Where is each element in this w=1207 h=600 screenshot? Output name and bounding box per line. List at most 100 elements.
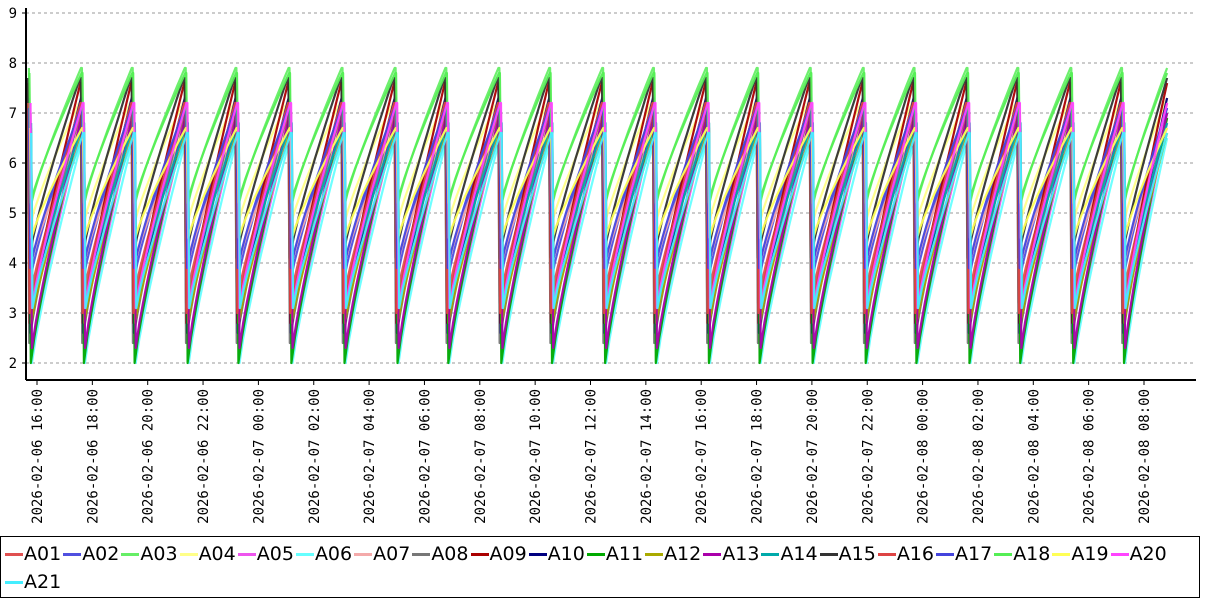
x-axis-ticks: 2026-02-06 16:00 2026-02-06 18:00 2026-02-…	[30, 380, 1153, 524]
x-tick-label-8: 2026-02-07 08:00	[473, 389, 489, 524]
legend-swatch	[703, 552, 722, 556]
x-tick-label-3: 2026-02-06 22:00	[196, 389, 212, 524]
legend-label: A08	[431, 543, 469, 565]
legend-item-a06: A06	[295, 543, 353, 565]
legend-item-a18: A18	[994, 543, 1050, 565]
legend-swatch	[470, 552, 489, 556]
x-tick-label-16: 2026-02-08 00:00	[916, 389, 932, 524]
legend-item-a04: A04	[179, 543, 236, 565]
x-tick-label-11: 2026-02-07 14:00	[639, 389, 655, 524]
x-tick-label-7: 2026-02-07 06:00	[417, 389, 433, 524]
axes	[25, 8, 1196, 381]
x-tick-label-20: 2026-02-08 08:00	[1137, 389, 1153, 524]
y-tick-label-6: 6	[9, 156, 17, 172]
series-line-a18	[28, 71, 1169, 205]
legend-item-a15: A15	[819, 543, 876, 565]
legend-label: A02	[82, 543, 120, 565]
legend-item-a21: A21	[5, 571, 61, 593]
x-tick-label-12: 2026-02-07 16:00	[694, 389, 710, 524]
legend-item-a20: A20	[1110, 543, 1167, 565]
y-tick-label-5: 5	[9, 206, 17, 222]
legend-swatch	[354, 552, 373, 556]
legend-swatch	[877, 552, 896, 556]
series-line-a21	[30, 131, 1169, 310]
y-tick-label-9: 9	[9, 6, 17, 22]
legend-swatch	[412, 552, 431, 556]
legend-label: A12	[664, 543, 702, 565]
legend-swatch	[645, 552, 664, 556]
legend-swatch	[819, 552, 838, 556]
legend-swatch	[179, 552, 198, 556]
legend-swatch	[295, 552, 314, 556]
legend-swatch	[121, 552, 140, 556]
x-tick-label-13: 2026-02-07 18:00	[750, 389, 766, 524]
legend-item-a02: A02	[63, 543, 119, 565]
legend-swatch	[936, 552, 954, 556]
x-tick-label-2: 2026-02-06 20:00	[141, 389, 157, 524]
legend-item-a05: A05	[237, 543, 294, 565]
legend-item-a11: A11	[586, 543, 644, 565]
legend-label: A03	[140, 543, 178, 565]
legend-item-a09: A09	[470, 543, 527, 565]
legend-label: A14	[780, 543, 818, 565]
legend-item-a16: A16	[877, 543, 934, 565]
legend-label: A18	[1013, 543, 1051, 565]
legend-row-1: A01 A02 A03 A04 A05 A06 A07 A08 A09 A10 A11 A12 A13 A…	[5, 543, 1169, 565]
legend-label: A04	[198, 543, 236, 565]
legend-label: A13	[722, 543, 760, 565]
legend-label: A21	[24, 571, 62, 593]
legend-swatch	[5, 580, 23, 584]
x-tick-label-5: 2026-02-07 02:00	[307, 389, 323, 524]
legend-item-a10: A10	[528, 543, 585, 565]
legend-label: A01	[24, 543, 62, 565]
legend-item-a08: A08	[412, 543, 469, 565]
x-tick-label-1: 2026-02-06 18:00	[85, 389, 101, 524]
y-axis-ticks: 2 3 4 5 6 7 8 9	[9, 6, 26, 372]
legend-item-a03: A03	[121, 543, 178, 565]
legend-swatch	[586, 552, 605, 556]
legend-label: A06	[314, 543, 353, 565]
legend-label: A07	[373, 543, 411, 565]
legend-item-a01: A01	[5, 543, 61, 565]
series-lines	[26, 66, 1169, 365]
legend-swatch	[994, 552, 1013, 556]
legend-swatch	[528, 552, 547, 556]
y-tick-label-2: 2	[9, 356, 17, 372]
legend-swatch	[761, 552, 780, 556]
series-line-a20	[29, 101, 1169, 310]
legend-label: A11	[605, 543, 644, 565]
legend-item-a17: A17	[936, 543, 992, 565]
x-tick-label-9: 2026-02-07 10:00	[528, 389, 544, 524]
legend-label: A19	[1071, 543, 1109, 565]
legend: A01 A02 A03 A04 A05 A06 A07 A08 A09 A10 A11 A12 A13 A…	[0, 536, 1200, 598]
legend-swatch	[237, 552, 256, 556]
x-tick-label-14: 2026-02-07 20:00	[805, 389, 821, 524]
x-tick-label-0: 2026-02-06 16:00	[30, 389, 46, 524]
x-tick-label-6: 2026-02-07 04:00	[362, 389, 378, 524]
x-tick-label-17: 2026-02-08 02:00	[971, 389, 987, 524]
legend-item-a13: A13	[703, 543, 759, 565]
x-tick-label-19: 2026-02-08 06:00	[1082, 389, 1098, 524]
y-tick-label-7: 7	[9, 106, 17, 122]
legend-item-a19: A19	[1052, 543, 1109, 565]
y-tick-label-3: 3	[9, 306, 17, 322]
legend-label: A17	[955, 543, 993, 565]
legend-swatch	[63, 552, 82, 556]
legend-label: A05	[256, 543, 294, 565]
legend-swatch	[1052, 552, 1071, 556]
legend-label: A15	[838, 543, 876, 565]
y-tick-label-8: 8	[9, 56, 17, 72]
legend-swatch	[1110, 552, 1129, 556]
legend-item-a12: A12	[645, 543, 701, 565]
legend-swatch	[5, 552, 23, 556]
x-tick-label-15: 2026-02-07 22:00	[860, 389, 876, 524]
legend-item-a07: A07	[354, 543, 410, 565]
x-tick-label-10: 2026-02-07 12:00	[584, 389, 600, 524]
legend-label: A20	[1129, 543, 1167, 565]
line-chart: 2 3 4 5 6 7 8 9 2026-02-06 16:00 2026-02-06 18:0…	[9, 6, 1196, 524]
legend-label: A10	[547, 543, 585, 565]
legend-label: A16	[896, 543, 934, 565]
y-tick-label-4: 4	[9, 256, 17, 272]
legend-row-2: A21	[5, 571, 63, 593]
x-tick-label-18: 2026-02-08 04:00	[1026, 389, 1042, 524]
